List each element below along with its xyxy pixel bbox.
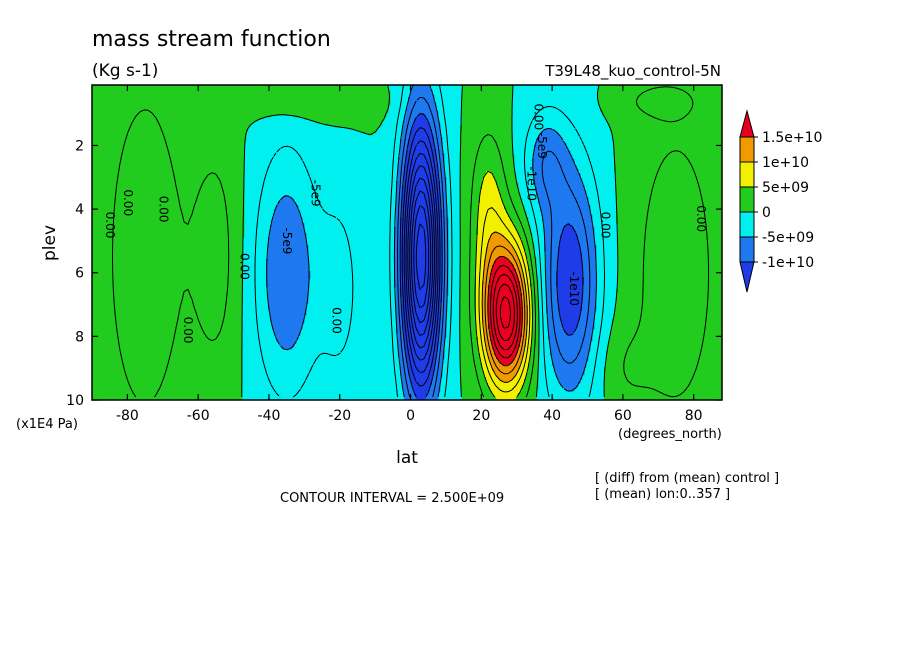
chart-title: mass stream function <box>92 27 331 52</box>
run-name: T39L48_kuo_control-5N <box>544 62 721 81</box>
contour-fills <box>92 85 722 401</box>
plot-area: 0.000.00 0.000.000.00-5e9-5e90.000.00-5e9… <box>92 85 722 401</box>
chart-units: (Kg s-1) <box>92 61 158 81</box>
